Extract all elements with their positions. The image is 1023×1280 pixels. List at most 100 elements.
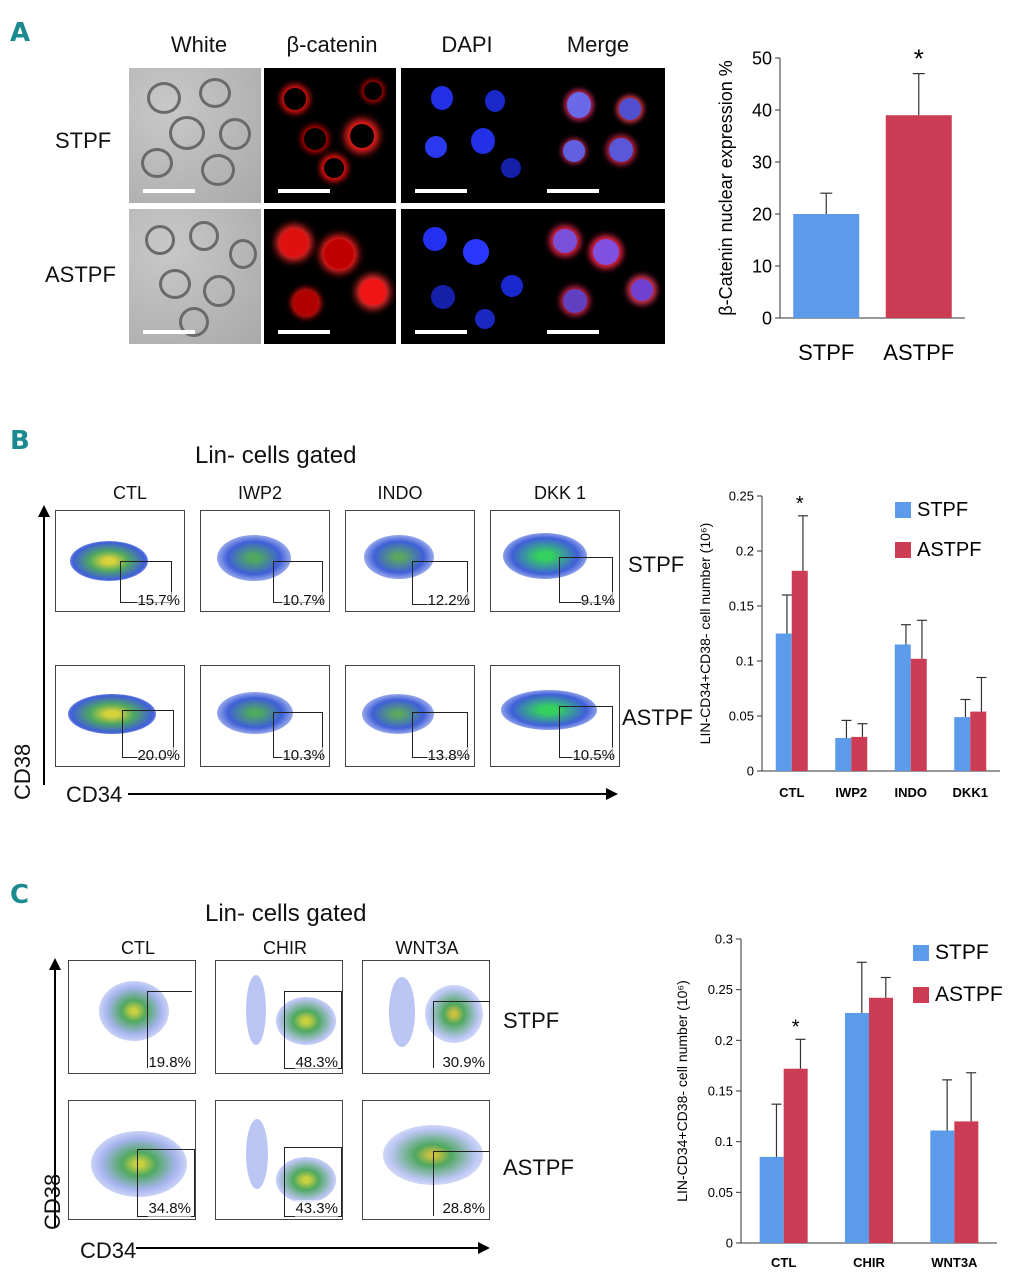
panel-c-condition-wnt3a: WNT3A [395, 938, 459, 958]
y-tick-label: 0.1 [736, 654, 754, 669]
scale-bar [415, 330, 467, 334]
panel-b-row-astpf: ASTPF [622, 705, 693, 730]
panel-c-condition-ctl: CTL [120, 938, 155, 958]
panel-c-axes-arrows [49, 958, 490, 1254]
bar-astpf-indo [910, 658, 927, 771]
panel-c-row-stpf: STPF [503, 1008, 560, 1033]
gate-percentage: 10.7% [282, 592, 325, 609]
x-tick-label: INDO [895, 785, 928, 800]
bar-astpf-wnt3a [954, 1121, 979, 1243]
significance-star: * [914, 44, 924, 74]
scale-bar [143, 330, 195, 334]
flow-plot-c-astpf-chir: 43.3% [215, 1100, 343, 1220]
micrograph-dapi-astpf [401, 209, 533, 344]
panel-b-axes-arrows [38, 505, 618, 800]
scale-bar [143, 189, 195, 193]
gate-percentage: 30.9% [442, 1054, 485, 1071]
flow-plot-b-astpf-ctl: 20.0% [55, 665, 185, 767]
bar-stpf-chir [845, 1012, 869, 1243]
header-dapi: DAPI [441, 32, 493, 57]
y-tick-label: 0.15 [708, 1084, 733, 1099]
flow-plot-c-astpf-ctl: 34.8% [68, 1100, 196, 1220]
row-label-stpf: STPF [55, 128, 112, 153]
micrograph-dapi-stpf [401, 68, 533, 203]
micrograph-merge-astpf [533, 209, 665, 344]
legend-label-stpf: STPF [935, 941, 989, 964]
bar-stpf-ctl [775, 633, 792, 771]
bar-astpf-chir [869, 997, 893, 1243]
gate-percentage: 48.3% [295, 1054, 338, 1071]
flow-plot-c-stpf-ctl: 19.8% [68, 960, 196, 1074]
micrograph-white-astpf [129, 209, 261, 344]
legend-label-astpf: ASTPF [935, 983, 1003, 1006]
bar-stpf-indo [894, 644, 911, 771]
panel-b-condition-ctl: CTL [112, 483, 147, 503]
micrograph-beta-catenin-astpf [264, 209, 396, 344]
panel-c-letter: C [10, 880, 30, 910]
scale-bar [278, 330, 330, 334]
flow-plot-b-astpf-iwp2: 10.3% [200, 665, 330, 767]
panel-c-row-astpf: ASTPF [503, 1155, 574, 1180]
bar-stpf-ctl [759, 1156, 784, 1243]
bar-astpf-dkk1 [970, 711, 987, 771]
bar-stpf-stpf [793, 214, 860, 318]
flow-plot-b-astpf-indo: 13.8% [345, 665, 475, 767]
y-tick-label: 0.25 [708, 982, 733, 997]
y-tick-label: 0.2 [736, 544, 754, 559]
y-tick-label: 0 [747, 764, 754, 779]
flow-plot-b-stpf-ctl: 15.7% [55, 510, 185, 612]
y-tick-label: 30 [752, 152, 772, 172]
legend-swatch-stpf [913, 945, 929, 961]
bar-stpf-iwp2 [835, 738, 852, 771]
panel-c-y-axis-label: CD38 [40, 1173, 65, 1230]
x-tick-label: CTL [779, 785, 804, 800]
chart-a: 0 10 20 30 40 50 β-Catenin nuclear expression … [716, 44, 965, 365]
x-tick-label: DKK1 [953, 785, 988, 800]
header-beta-catenin: β-catenin [286, 32, 378, 57]
y-tick-label: 0 [762, 308, 772, 328]
gate-percentage: 28.8% [442, 1200, 485, 1217]
x-tick-label: CHIR [853, 1255, 885, 1270]
y-tick-label: 0.25 [729, 489, 754, 504]
y-tick-label: 0.05 [729, 709, 754, 724]
y-tick-label: 50 [752, 48, 772, 68]
gate-percentage: 12.2% [427, 592, 470, 609]
chart-b: 0 0.05 0.1 0.15 0.2 0.25 LIN-CD34+CD38- cell n… [697, 489, 1000, 800]
header-white: White [170, 32, 228, 57]
scale-bar [278, 189, 330, 193]
panel-b-gate-title: Lin- cells gated [195, 442, 357, 469]
y-tick-label: 0.15 [729, 599, 754, 614]
panel-b-y-axis-label: CD38 [10, 743, 35, 800]
x-tick-label: IWP2 [835, 785, 867, 800]
flow-plot-c-astpf-wnt3a: 28.8% [362, 1100, 490, 1220]
bar-astpf-ctl [791, 570, 808, 771]
panel-b-condition-iwp2: IWP2 [237, 483, 282, 503]
legend-swatch-astpf [913, 987, 929, 1003]
y-axis-label: LIN-CD34+CD38- cell number (10⁶) [674, 980, 690, 1202]
flow-plot-b-stpf-indo: 12.2% [345, 510, 475, 612]
x-tick-label: CTL [771, 1255, 796, 1270]
legend-label-astpf: ASTPF [917, 539, 981, 561]
significance-star: * [796, 493, 804, 515]
flow-plot-b-stpf-dkk1: 9.1% [490, 510, 620, 612]
gate-percentage: 20.0% [137, 747, 180, 764]
y-tick-label: 20 [752, 204, 772, 224]
gate-percentage: 9.1% [580, 592, 615, 609]
x-tick-label: ASTPF [883, 340, 954, 365]
y-tick-label: 40 [752, 100, 772, 120]
y-tick-label: 10 [752, 256, 772, 276]
bar-stpf-dkk1 [954, 717, 971, 771]
gate-percentage: 10.5% [572, 747, 615, 764]
panel-c-condition-chir: CHIR [263, 938, 307, 958]
panel-c-gate-title: Lin- cells gated [205, 900, 367, 927]
flow-plot-c-stpf-wnt3a: 30.9% [362, 960, 490, 1074]
legend-swatch-astpf [895, 542, 911, 558]
scale-bar [415, 189, 467, 193]
panel-b-condition-dkk1: DKK 1 [533, 483, 587, 503]
gate-percentage: 13.8% [427, 747, 470, 764]
panel-b-letter: B [10, 426, 30, 456]
y-axis-label: LIN-CD34+CD38- cell number (10⁶) [697, 523, 713, 745]
gate-percentage: 34.8% [148, 1200, 191, 1217]
bar-stpf-wnt3a [930, 1130, 955, 1243]
panel-a-letter: A [10, 18, 31, 48]
